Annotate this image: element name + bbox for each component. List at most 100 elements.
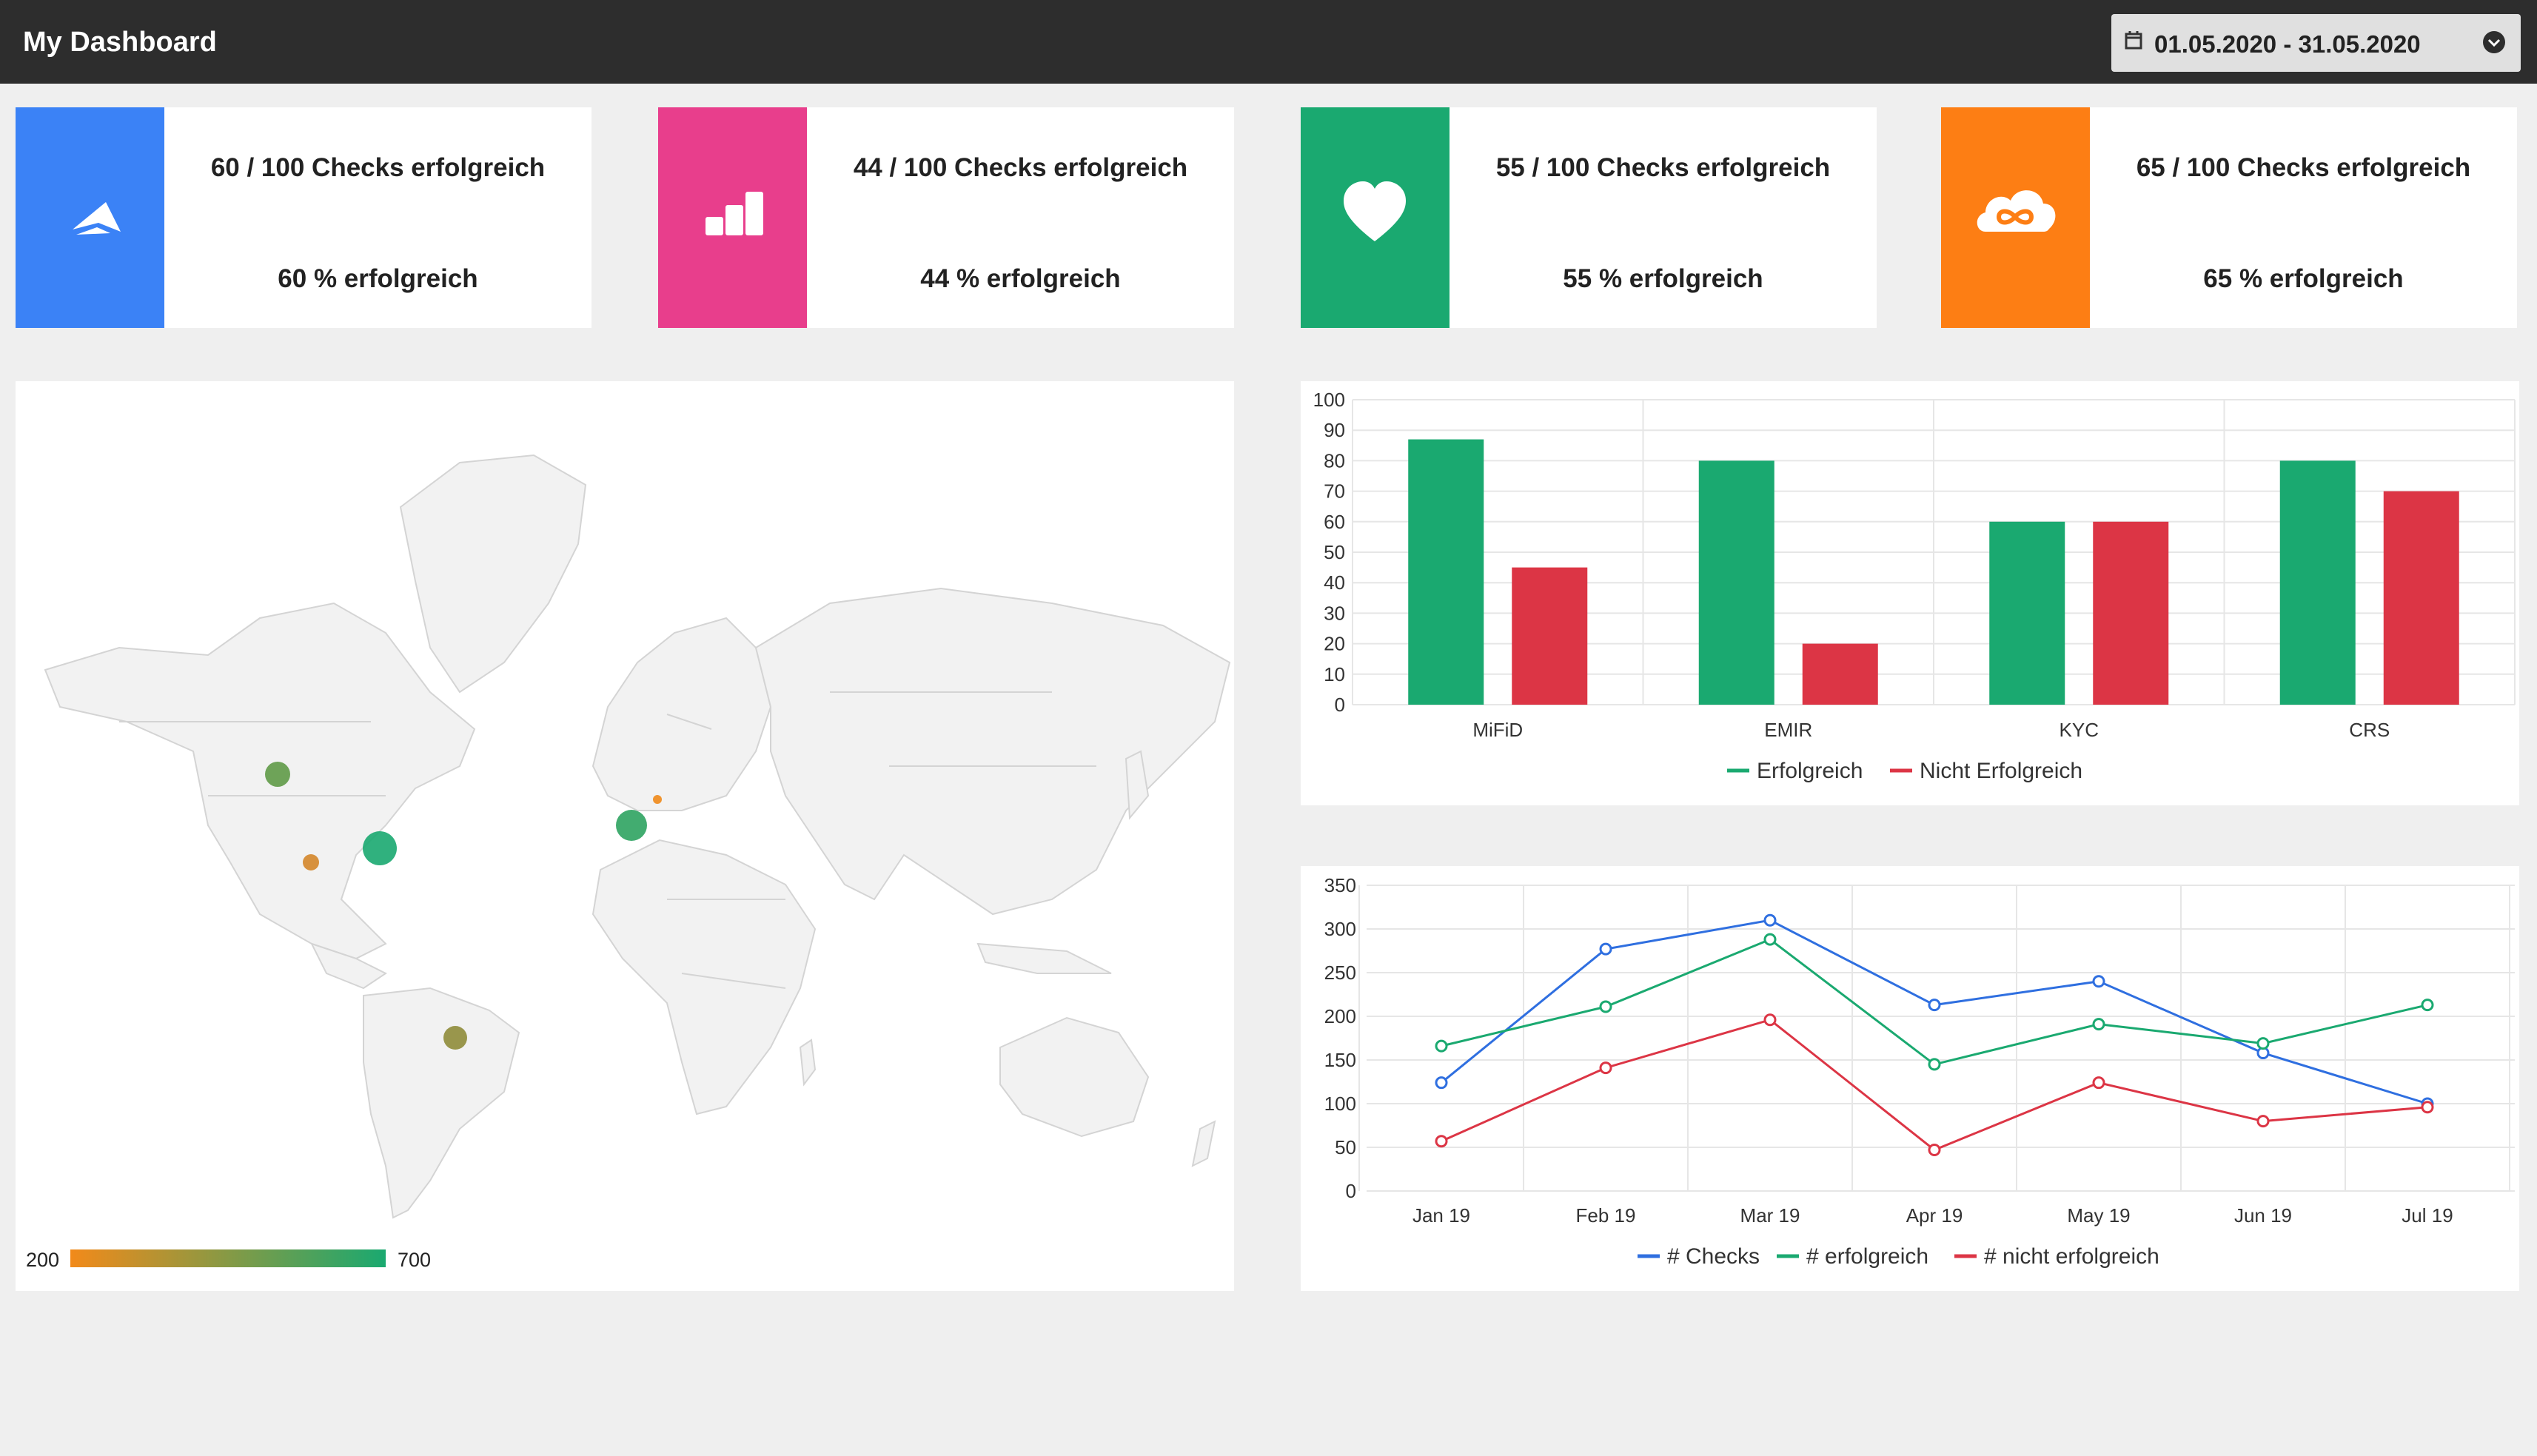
x-tick-label: EMIR xyxy=(1764,719,1812,741)
y-tick-label: 200 xyxy=(1324,1005,1356,1027)
data-point[interactable] xyxy=(1599,1061,1612,1075)
data-point[interactable] xyxy=(2092,975,2105,988)
data-point[interactable] xyxy=(2421,1101,2434,1114)
legend-label[interactable]: # nicht erfolgreich xyxy=(1984,1244,2159,1269)
data-point[interactable] xyxy=(2092,1076,2105,1090)
x-tick-label: May 19 xyxy=(2067,1204,2130,1227)
japan-shape xyxy=(1125,750,1150,820)
legend-label[interactable]: # erfolgreich xyxy=(1806,1244,1928,1269)
bar[interactable] xyxy=(1408,439,1484,705)
legend-label[interactable]: Nicht Erfolgreich xyxy=(1920,759,2082,783)
data-point[interactable] xyxy=(1928,1058,1941,1071)
data-point[interactable] xyxy=(1928,999,1941,1012)
data-point[interactable] xyxy=(1435,1076,1448,1090)
madagascar-shape xyxy=(799,1039,817,1087)
data-point[interactable] xyxy=(1763,1013,1777,1027)
x-tick-label: KYC xyxy=(2060,719,2099,741)
card-icon-box xyxy=(16,107,164,328)
chevron-down-icon[interactable] xyxy=(2482,30,2506,54)
card-icon-box xyxy=(1301,107,1450,328)
map-bubble[interactable] xyxy=(363,831,397,865)
map-bubble[interactable] xyxy=(443,1026,467,1050)
top-bar: My Dashboard 01.05.2020 - 31.05.2020 xyxy=(0,0,2537,84)
data-point[interactable] xyxy=(1435,1039,1448,1053)
page-title: My Dashboard xyxy=(23,27,217,58)
data-point[interactable] xyxy=(2092,1018,2105,1031)
data-point[interactable] xyxy=(2256,1037,2270,1050)
data-point[interactable] xyxy=(2421,999,2434,1012)
y-tick-label: 100 xyxy=(1324,1093,1356,1115)
card-checks-text: 60 / 100 Checks erfolgreich xyxy=(210,153,546,182)
card-checks-text: 55 / 100 Checks erfolgreich xyxy=(1495,153,1831,182)
x-tick-label: CRS xyxy=(2349,719,2390,741)
y-tick-label: 60 xyxy=(1324,511,1345,533)
asia-shape xyxy=(754,587,1231,916)
bar[interactable] xyxy=(2383,491,2459,705)
kpi-card: 44 / 100 Checks erfolgreich 44 % erfolgr… xyxy=(658,107,1234,328)
bar[interactable] xyxy=(1989,521,2065,705)
data-point[interactable] xyxy=(1763,933,1777,946)
data-point[interactable] xyxy=(2256,1115,2270,1128)
kpi-card: 60 / 100 Checks erfolgreich 60 % erfolgr… xyxy=(16,107,591,328)
world-map-panel: 200 700 xyxy=(16,381,1234,1291)
card-icon-box xyxy=(1941,107,2090,328)
x-tick-label: Jul 19 xyxy=(2402,1204,2453,1227)
legend-label[interactable]: Erfolgreich xyxy=(1757,759,1863,783)
y-tick-label: 30 xyxy=(1324,602,1345,624)
map-bubble[interactable] xyxy=(616,810,647,841)
europe-shape xyxy=(591,617,772,811)
y-tick-label: 250 xyxy=(1324,962,1356,984)
y-tick-label: 80 xyxy=(1324,449,1345,472)
card-checks-text: 44 / 100 Checks erfolgreich xyxy=(853,153,1188,182)
bar[interactable] xyxy=(1802,643,1878,705)
kpi-card: 55 / 100 Checks erfolgreich 55 % erfolgr… xyxy=(1301,107,1877,328)
x-tick-label: Mar 19 xyxy=(1740,1204,1800,1227)
map-legend-gradient xyxy=(70,1249,386,1267)
data-point[interactable] xyxy=(1599,942,1612,956)
card-percent-text: 65 % erfolgreich xyxy=(2203,264,2404,293)
y-tick-label: 350 xyxy=(1324,874,1356,896)
bar[interactable] xyxy=(1512,567,1588,705)
south-america-shape xyxy=(363,987,520,1219)
x-tick-label: Jan 19 xyxy=(1412,1204,1470,1227)
world-map[interactable]: 200 700 xyxy=(16,381,1234,1291)
map-bubble[interactable] xyxy=(265,762,290,787)
y-tick-label: 150 xyxy=(1324,1049,1356,1071)
x-tick-label: MiFiD xyxy=(1472,719,1523,741)
legend-label[interactable]: # Checks xyxy=(1667,1244,1760,1269)
y-tick-label: 50 xyxy=(1324,541,1345,563)
new-zealand-shape xyxy=(1191,1120,1216,1167)
date-range-value: 01.05.2020 - 31.05.2020 xyxy=(2154,30,2421,58)
card-percent-text: 44 % erfolgreich xyxy=(920,264,1121,293)
data-point[interactable] xyxy=(1599,1000,1612,1013)
y-tick-label: 70 xyxy=(1324,480,1345,503)
y-tick-label: 0 xyxy=(1346,1180,1356,1202)
bar[interactable] xyxy=(2093,521,2169,705)
central-america-shape xyxy=(310,942,387,990)
map-legend-max: 700 xyxy=(398,1249,431,1271)
data-point[interactable] xyxy=(1435,1135,1448,1148)
x-tick-label: Feb 19 xyxy=(1576,1204,1636,1227)
card-icon-box xyxy=(658,107,807,328)
indonesia-shape xyxy=(976,942,1112,974)
map-bubble[interactable] xyxy=(653,795,662,804)
calendar-icon xyxy=(2125,31,2142,50)
y-tick-label: 20 xyxy=(1324,633,1345,655)
x-tick-label: Apr 19 xyxy=(1906,1204,1963,1227)
y-tick-label: 50 xyxy=(1335,1136,1356,1158)
bar-chart-panel: 0 10 20 30 40 50 60 70 80 90 100 MiFiD EMIR KYC CRS Erf… xyxy=(1301,381,2519,805)
data-point[interactable] xyxy=(1928,1144,1941,1157)
kpi-card: 65 / 100 Checks erfolgreich 65 % erfolgr… xyxy=(1941,107,2517,328)
x-tick-label: Jun 19 xyxy=(2234,1204,2292,1227)
australia-shape xyxy=(999,1016,1150,1138)
bar-chart-icon xyxy=(706,192,763,235)
bar-chart: 0 10 20 30 40 50 60 70 80 90 100 MiFiD EMIR KYC CRS Erf… xyxy=(1313,389,2516,783)
card-checks-text: 65 / 100 Checks erfolgreich xyxy=(2136,153,2471,182)
date-range-picker[interactable]: 01.05.2020 - 31.05.2020 xyxy=(2111,14,2521,72)
line-chart-panel: 0 50 100 150 200 250 300 350 Jan 19 Feb 19 Mar 19 A… xyxy=(1301,866,2519,1291)
bar[interactable] xyxy=(2279,460,2356,705)
map-bubble[interactable] xyxy=(303,854,319,870)
card-percent-text: 60 % erfolgreich xyxy=(278,264,478,293)
bar[interactable] xyxy=(1698,460,1774,705)
data-point[interactable] xyxy=(1763,913,1777,927)
